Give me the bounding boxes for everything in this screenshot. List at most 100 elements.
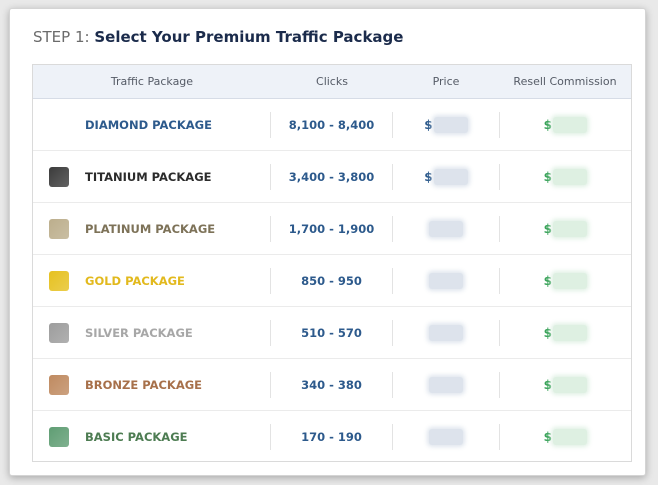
resell-value: $ (543, 324, 588, 341)
silver-swatch-icon (49, 322, 69, 343)
clicks-range: 850 - 950 (301, 273, 362, 288)
price-blurred (429, 324, 464, 341)
platinum-swatch-icon (49, 218, 69, 239)
resell-currency: $ (543, 325, 553, 340)
clicks-cell: 8,100 - 8,400 (269, 111, 392, 138)
resell-currency: $ (543, 430, 553, 444)
package-cell: BRONZE PACKAGE (33, 372, 270, 398)
resell-value: $ (543, 116, 588, 133)
resell-blurred (553, 116, 588, 133)
page-title: Select Your Premium Traffic Package (94, 28, 404, 46)
package-name: PLATINUM PACKAGE (85, 221, 216, 236)
price-blurred (429, 272, 464, 289)
price-value: $ (424, 168, 468, 185)
basic-swatch-icon (49, 427, 69, 447)
resell-currency: $ (543, 169, 553, 184)
price-cell (392, 267, 498, 294)
package-row[interactable]: DIAMOND PACKAGE 8,100 - 8,400 $ $ (33, 99, 631, 151)
package-name: DIAMOND PACKAGE (85, 117, 212, 132)
package-cell: BASIC PACKAGE (33, 424, 270, 450)
resell-blurred (553, 168, 588, 185)
package-cell: DIAMOND PACKAGE (33, 112, 270, 138)
package-cell: GOLD PACKAGE (33, 268, 270, 294)
price-value (428, 376, 464, 393)
clicks-range: 3,400 - 3,800 (288, 169, 375, 184)
clicks-range: 1,700 - 1,900 (288, 221, 375, 236)
package-row[interactable]: PLATINUM PACKAGE 1,700 - 1,900 $ (33, 203, 631, 255)
package-cell: SILVER PACKAGE (33, 320, 270, 346)
resell-value: $ (543, 376, 588, 393)
resell-cell: $ (498, 111, 631, 138)
clicks-cell: 510 - 570 (269, 319, 392, 346)
package-row[interactable]: SILVER PACKAGE 510 - 570 $ (33, 307, 631, 359)
step-label: STEP 1: (33, 28, 90, 46)
price-value (428, 272, 464, 289)
page-heading: STEP 1: Select Your Premium Traffic Pack… (33, 28, 403, 46)
resell-currency: $ (543, 221, 553, 236)
column-header-clicks: Clicks (316, 75, 348, 88)
package-name: GOLD PACKAGE (85, 273, 185, 288)
resell-currency: $ (543, 117, 553, 132)
resell-cell: $ (498, 163, 631, 190)
price-cell (392, 319, 498, 346)
resell-value: $ (543, 168, 588, 185)
price-value (428, 429, 464, 445)
resell-blurred (553, 324, 588, 341)
gold-swatch-icon (49, 270, 69, 291)
clicks-cell: 340 - 380 (269, 371, 392, 398)
package-row[interactable]: BASIC PACKAGE 170 - 190 $ (33, 411, 631, 463)
price-blurred (433, 116, 468, 133)
resell-blurred (553, 272, 588, 289)
clicks-range: 340 - 380 (301, 377, 362, 392)
package-card: STEP 1: Select Your Premium Traffic Pack… (9, 8, 646, 476)
clicks-range: 8,100 - 8,400 (288, 117, 375, 132)
package-row[interactable]: TITANIUM PACKAGE 3,400 - 3,800 $ $ (33, 151, 631, 203)
price-currency: $ (424, 117, 433, 132)
package-cell: TITANIUM PACKAGE (33, 164, 270, 190)
package-table: Traffic Package Clicks Price Resell Comm… (32, 64, 632, 462)
resell-currency: $ (543, 273, 553, 288)
column-header-resell: Resell Commission (513, 75, 617, 88)
package-name: BASIC PACKAGE (85, 430, 188, 444)
price-cell (392, 424, 498, 450)
price-blurred (429, 220, 464, 237)
resell-currency: $ (543, 377, 553, 392)
table-header: Traffic Package Clicks Price Resell Comm… (33, 65, 631, 99)
resell-blurred (553, 429, 588, 445)
resell-cell: $ (498, 319, 631, 346)
resell-blurred (553, 376, 588, 393)
price-cell: $ (392, 111, 498, 138)
package-name: BRONZE PACKAGE (85, 377, 203, 392)
package-name: SILVER PACKAGE (85, 325, 193, 340)
clicks-cell: 3,400 - 3,800 (269, 163, 392, 190)
table-body: DIAMOND PACKAGE 8,100 - 8,400 $ $ TITANIUM P… (33, 99, 631, 463)
package-swatch-icon (49, 115, 69, 135)
clicks-cell: 1,700 - 1,900 (269, 215, 392, 242)
price-blurred (429, 376, 464, 393)
resell-cell: $ (498, 215, 631, 242)
column-header-price: Price (432, 75, 460, 88)
price-blurred (433, 168, 468, 185)
resell-blurred (553, 220, 588, 237)
package-cell: PLATINUM PACKAGE (33, 216, 270, 242)
bronze-swatch-icon (49, 374, 69, 395)
package-name: TITANIUM PACKAGE (85, 169, 212, 184)
clicks-cell: 170 - 190 (269, 424, 392, 450)
price-currency: $ (424, 169, 433, 184)
titanium-swatch-icon (49, 166, 69, 187)
resell-value: $ (543, 272, 588, 289)
price-cell: $ (392, 163, 498, 190)
price-value (428, 220, 464, 237)
resell-value: $ (543, 429, 588, 445)
resell-cell: $ (498, 371, 631, 398)
resell-cell: $ (498, 267, 631, 294)
price-cell (392, 371, 498, 398)
price-value (428, 324, 464, 341)
clicks-range: 510 - 570 (301, 325, 362, 340)
package-row[interactable]: BRONZE PACKAGE 340 - 380 $ (33, 359, 631, 411)
price-blurred (429, 429, 464, 445)
package-row[interactable]: GOLD PACKAGE 850 - 950 $ (33, 255, 631, 307)
column-header-package: Traffic Package (110, 75, 194, 88)
resell-value: $ (543, 220, 588, 237)
clicks-cell: 850 - 950 (269, 267, 392, 294)
